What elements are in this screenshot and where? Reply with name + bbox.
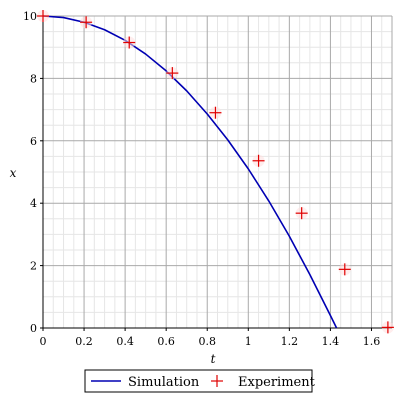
experiment-point — [37, 10, 49, 22]
y-axis-label: x — [10, 166, 17, 180]
x-tick-label: 0.4 — [116, 335, 134, 348]
plot-area — [37, 10, 394, 334]
x-tick-label: 1.4 — [322, 335, 340, 348]
experiment-point — [80, 16, 93, 29]
y-tick-label: 6 — [30, 135, 37, 148]
y-tick-label: 0 — [30, 322, 37, 335]
legend-experiment-label: Experiment — [238, 375, 316, 390]
x-axis-label: t — [211, 352, 216, 366]
tick-labels: 0 0.2 0.4 0.6 0.8 1 1.2 1.4 1.6 0 2 4 6 8 10 — [23, 10, 380, 348]
x-tick-label: 0.8 — [198, 335, 216, 348]
experiment-point — [295, 207, 308, 220]
experiment-point — [209, 106, 222, 119]
x-tick-label: 1.6 — [363, 335, 381, 348]
experiment-point — [123, 36, 136, 49]
y-tick-label: 2 — [30, 260, 37, 273]
x-tick-label: 1.2 — [281, 335, 299, 348]
legend-simulation-label: Simulation — [128, 375, 200, 390]
experiment-point — [166, 67, 179, 80]
legend-experiment-marker — [211, 375, 223, 387]
simulation-line — [42, 15, 338, 329]
y-tick-label: 4 — [30, 197, 37, 210]
experiment-point — [338, 263, 351, 276]
y-tick-label: 8 — [30, 72, 37, 85]
x-tick-label: 0 — [40, 335, 47, 348]
y-tick-label: 10 — [23, 10, 37, 23]
experiment-point — [381, 321, 394, 334]
x-tick-label: 1 — [245, 335, 252, 348]
legend: Simulation Experiment — [84, 369, 316, 393]
experiment-point — [252, 154, 265, 167]
x-tick-label: 0.2 — [75, 335, 93, 348]
x-tick-label: 0.6 — [157, 335, 175, 348]
legend-box — [84, 369, 313, 393]
minor-grid — [43, 16, 393, 328]
